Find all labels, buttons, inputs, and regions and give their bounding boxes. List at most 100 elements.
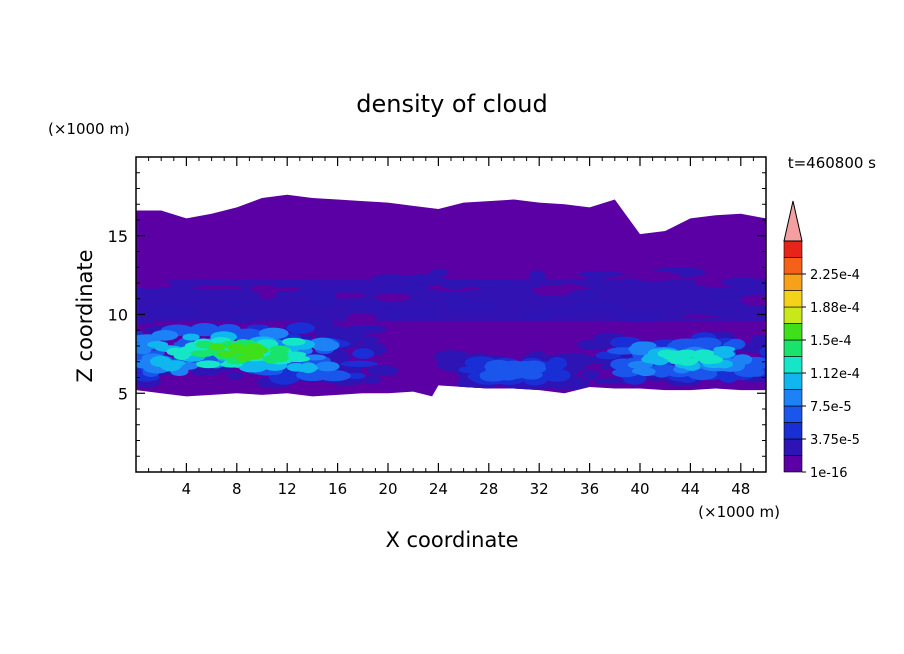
- contour-blob: [102, 342, 135, 355]
- colorbar-segment: [783, 323, 803, 341]
- colorbar-tick-label: 2.25e-4: [810, 268, 860, 283]
- x-tick-label: 32: [530, 480, 549, 498]
- colorbar-segment: [783, 257, 803, 275]
- contour-blob: [258, 327, 289, 339]
- x-tick-label: 20: [378, 480, 397, 498]
- contour-blob: [429, 268, 449, 276]
- contour-blob: [657, 349, 675, 358]
- contour-blob: [464, 365, 486, 372]
- colorbar-segment: [783, 306, 803, 324]
- contour-blob: [208, 343, 226, 351]
- y-axis: 5 10 15: [108, 172, 766, 457]
- contour-blob: [271, 353, 289, 363]
- contour-blob: [576, 339, 612, 351]
- contour-blob: [708, 293, 730, 300]
- contour-blob: [378, 284, 426, 293]
- y-tick-label: 10: [108, 306, 128, 325]
- contour-blob: [226, 298, 254, 306]
- contour-blob: [532, 284, 578, 297]
- contour-blob: [759, 345, 766, 359]
- contour-blob: [593, 377, 630, 384]
- contour-blob: [612, 311, 666, 323]
- contour-blob: [310, 337, 335, 348]
- contour-blob: [444, 295, 469, 307]
- contour-blob: [485, 359, 512, 370]
- contour-blob: [517, 310, 552, 320]
- contour-blob: [693, 309, 736, 315]
- contour-blob: [136, 334, 163, 344]
- contour-blob: [581, 370, 600, 380]
- contour-blob: [371, 274, 411, 282]
- contour-blob: [346, 312, 377, 324]
- colorbar-tick-label: 1.5e-4: [810, 334, 852, 349]
- contour-blob: [671, 338, 701, 346]
- contour-blob: [723, 372, 741, 382]
- colorbar-segment: [783, 422, 803, 440]
- contour-blob: [136, 279, 172, 289]
- contour-blob: [136, 289, 169, 295]
- contour-blob: [190, 367, 221, 376]
- colorbar-segment: [783, 356, 803, 374]
- contour-blob: [740, 294, 766, 307]
- contour-blob: [748, 367, 765, 377]
- contour-blob: [173, 350, 191, 360]
- colorbar-segment: [783, 290, 803, 308]
- contour-blob: [281, 337, 306, 346]
- contour-blob: [340, 360, 378, 368]
- contour-blob: [147, 341, 169, 349]
- contour-blob: [196, 360, 221, 369]
- chart-title: density of cloud: [356, 90, 547, 118]
- contour-blob: [334, 326, 356, 339]
- contour-blob: [528, 270, 546, 282]
- x-tick-label: 4: [182, 480, 192, 498]
- contour-blob: [149, 355, 172, 368]
- contour-blob: [567, 289, 602, 301]
- colorbar-segment: [783, 339, 803, 357]
- contour-blob: [299, 362, 318, 373]
- contour-blob: [628, 271, 681, 281]
- contour-blob: [675, 349, 698, 357]
- contour-blob: [523, 360, 546, 371]
- y-tick-label: 15: [108, 227, 128, 246]
- x-tick-label: 24: [429, 480, 448, 498]
- contour-field: [92, 194, 766, 397]
- contour-blob: [681, 314, 718, 319]
- x-axis-label: X coordinate: [385, 528, 518, 552]
- contour-blob: [92, 328, 127, 341]
- contour-blob: [229, 313, 257, 324]
- colorbar-segment: [783, 389, 803, 407]
- colorbar-tick-label: 1.12e-4: [810, 367, 860, 382]
- contour-blob: [546, 369, 563, 380]
- x-tick-label: 8: [232, 480, 242, 498]
- contour-blob: [244, 352, 265, 360]
- colorbar-segment: [783, 273, 803, 291]
- x-unit-label: (×1000 m): [698, 503, 780, 521]
- contour-blob: [576, 301, 622, 310]
- contour-blob: [96, 375, 114, 387]
- contour-blob: [479, 372, 507, 382]
- y-axis-label: Z coordinate: [73, 249, 97, 382]
- contour-blob: [304, 268, 361, 278]
- contour-blob: [714, 346, 734, 355]
- colorbar-segment: [783, 455, 803, 473]
- contour-blob: [227, 343, 247, 352]
- contour-blob: [732, 354, 753, 365]
- contour-blob: [250, 284, 277, 293]
- x-tick-label: 48: [731, 480, 750, 498]
- contour-blob: [396, 309, 439, 319]
- contour-blob: [104, 329, 122, 337]
- contour-blob: [543, 307, 595, 314]
- contour-blob: [547, 356, 568, 370]
- contour-blob: [347, 324, 387, 334]
- x-tick-label: 36: [580, 480, 599, 498]
- contour-blob: [190, 350, 213, 357]
- x-tick-label: 40: [630, 480, 649, 498]
- contour-blob: [447, 358, 468, 367]
- colorbar-segment: [783, 240, 803, 258]
- colorbar-tick-label: 1.88e-4: [810, 301, 860, 316]
- colorbar-tick-label: 7.5e-5: [810, 400, 852, 415]
- colorbar-segment: [783, 438, 803, 456]
- colorbar-extend-arrow: [783, 200, 803, 242]
- colorbar: 1e-16 3.75e-5 7.5e-5 1.12e-4 1.5e-4 1.88e-4 2.…: [783, 200, 860, 481]
- colorbar-tick-label: 1e-16: [810, 466, 848, 481]
